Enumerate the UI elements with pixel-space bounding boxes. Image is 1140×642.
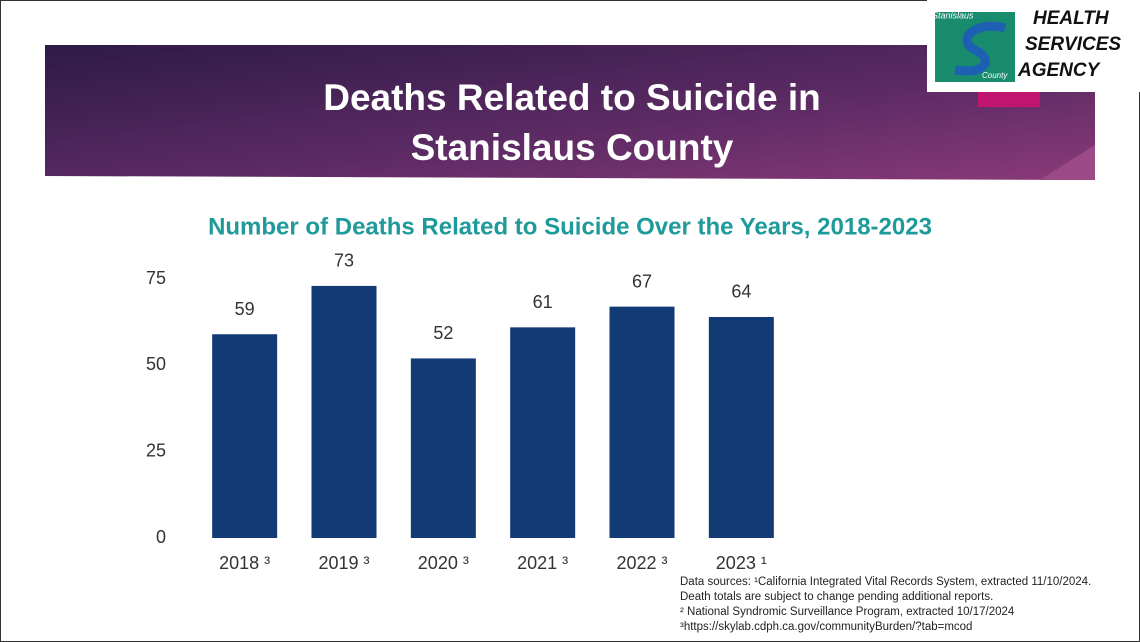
x-tick-label: 2020 ³ <box>418 553 469 573</box>
logo-small: County <box>982 71 1008 80</box>
slide-title: Stanislaus County <box>411 127 734 168</box>
chart-title: Number of Deaths Related to Suicide Over… <box>208 213 932 240</box>
value-label: 64 <box>731 282 751 302</box>
bar <box>311 285 377 538</box>
bar <box>410 358 476 538</box>
bar <box>212 334 278 538</box>
y-tick-label: 75 <box>146 268 166 288</box>
y-tick-label: 0 <box>156 527 166 547</box>
value-label: 61 <box>533 292 553 312</box>
slide-title: Deaths Related to Suicide in <box>323 77 821 118</box>
value-label: 52 <box>433 323 453 343</box>
logo-accent <box>978 88 1040 107</box>
bar <box>609 306 675 538</box>
banner-accent <box>1040 145 1095 180</box>
source-note: ³https://skylab.cdph.ca.gov/communityBur… <box>680 621 972 633</box>
title-banner <box>45 45 1095 180</box>
source-note: Data sources: ¹California Integrated Vit… <box>680 576 1091 588</box>
x-tick-label: 2021 ³ <box>517 553 568 573</box>
x-tick-label: 2023 ¹ <box>716 553 767 573</box>
x-tick-label: 2019 ³ <box>318 553 369 573</box>
value-label: 67 <box>632 271 652 291</box>
logo-text: AGENCY <box>1017 60 1102 81</box>
value-label: 73 <box>334 251 354 271</box>
logo-text: SERVICES <box>1025 34 1121 55</box>
value-label: 59 <box>235 299 255 319</box>
y-tick-label: 50 <box>146 354 166 374</box>
y-tick-label: 25 <box>146 440 166 460</box>
bar <box>708 316 774 538</box>
source-note: Death totals are subject to change pendi… <box>680 591 993 603</box>
logo-small: Stanislaus <box>932 10 974 20</box>
bar <box>510 327 576 538</box>
x-tick-label: 2022 ³ <box>616 553 667 573</box>
logo-text: HEALTH <box>1033 8 1110 29</box>
x-tick-label: 2018 ³ <box>219 553 270 573</box>
logo-swoosh <box>954 21 1007 76</box>
source-note: ² National Syndromic Surveillance Progra… <box>680 606 1015 618</box>
